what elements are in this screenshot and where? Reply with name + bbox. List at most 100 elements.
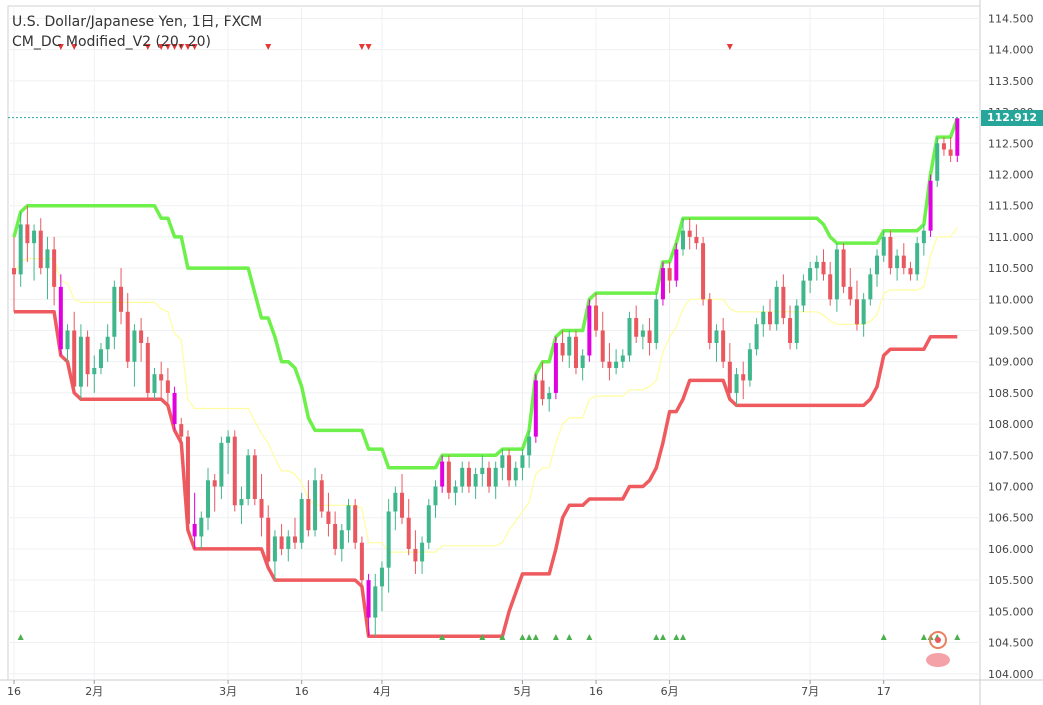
- candle-body: [105, 336, 110, 350]
- sell-signal-marker: [144, 44, 151, 50]
- candle-body: [721, 330, 726, 362]
- y-tick-label: 104.500: [988, 637, 1034, 650]
- sell-signal-marker: [365, 44, 372, 50]
- candle-body: [788, 318, 793, 343]
- candle-body: [587, 305, 592, 356]
- candle-body: [774, 286, 779, 325]
- x-tick-label: 2月: [85, 685, 103, 698]
- candle-body: [25, 224, 30, 244]
- series-upper-line: [12, 117, 959, 470]
- candle-body: [433, 486, 438, 506]
- y-tick-label: 106.000: [988, 543, 1034, 556]
- candle-body: [955, 118, 960, 156]
- candle-body: [172, 392, 177, 425]
- chart-title: U.S. Dollar/Japanese Yen, 1日, FXCM: [12, 14, 263, 30]
- candle-body: [453, 486, 458, 493]
- x-tick-label: 5月: [513, 685, 531, 698]
- y-tick-label: 114.000: [988, 44, 1034, 57]
- candle-body: [821, 261, 826, 275]
- candle-body: [98, 349, 103, 368]
- candle-body: [848, 286, 853, 300]
- candle-body: [252, 455, 257, 500]
- sell-signal-marker: [171, 44, 178, 50]
- buy-signal-marker: [566, 634, 573, 640]
- sell-signal-marker: [158, 44, 165, 50]
- candle-body: [152, 374, 157, 393]
- candle-body: [654, 299, 659, 343]
- candle-body: [674, 249, 679, 281]
- candle-body: [868, 274, 873, 300]
- candle-body: [908, 268, 913, 275]
- candle-body: [72, 330, 77, 387]
- y-tick-label: 109.000: [988, 356, 1034, 369]
- candle-body: [125, 311, 130, 362]
- candle-body: [219, 442, 224, 487]
- candle-body: [707, 299, 712, 343]
- candle-body: [353, 505, 358, 543]
- sell-signal-marker: [726, 44, 733, 50]
- candle-body: [426, 505, 431, 543]
- candle-body: [11, 268, 17, 275]
- candle-body: [486, 467, 492, 487]
- candle-body: [232, 436, 237, 506]
- candle-body: [901, 255, 906, 269]
- candle-body: [306, 499, 311, 531]
- sell-signal-marker: [178, 44, 185, 50]
- sell-signal-marker: [164, 44, 171, 50]
- candle-body: [400, 492, 405, 518]
- y-tick-label: 111.500: [988, 200, 1034, 213]
- brand-logo-icon: [926, 631, 950, 667]
- candle-body: [747, 349, 752, 381]
- candle-body: [413, 548, 418, 562]
- sell-signal-marker: [265, 44, 272, 50]
- candle-body: [480, 467, 485, 475]
- candle-body: [915, 243, 920, 275]
- candle-body: [667, 268, 672, 281]
- candle-body: [935, 143, 940, 181]
- candle-body: [580, 355, 585, 368]
- candle-body: [727, 361, 732, 393]
- candle-body: [112, 286, 117, 337]
- candle-body: [928, 180, 933, 231]
- y-tick-label: 109.500: [988, 325, 1034, 338]
- candle-body: [192, 523, 197, 537]
- candle-body: [333, 523, 338, 549]
- buy-signal-marker: [880, 634, 887, 640]
- candle-body: [132, 330, 137, 362]
- candle-body: [681, 230, 686, 250]
- candle-body: [159, 374, 164, 381]
- candle-body: [493, 467, 498, 487]
- candle-body: [507, 455, 512, 481]
- candle-body: [734, 374, 739, 393]
- candle-body: [533, 380, 538, 437]
- candle-body: [279, 536, 284, 549]
- candle-body: [139, 330, 144, 343]
- candle-body: [600, 330, 605, 362]
- candle-body: [145, 343, 150, 393]
- y-tick-label: 114.500: [988, 12, 1034, 25]
- candle-body: [888, 236, 893, 269]
- candle-body: [185, 436, 190, 524]
- x-tick-label: 16: [589, 685, 603, 698]
- buy-signal-marker: [659, 634, 666, 640]
- candle-body: [660, 268, 665, 300]
- y-tick-label: 107.500: [988, 449, 1034, 462]
- candle-body: [647, 330, 652, 343]
- candle-body: [272, 536, 277, 562]
- candle-body: [346, 505, 351, 531]
- candle-body: [406, 517, 411, 549]
- x-tick-label: 6月: [661, 685, 679, 698]
- candle-body: [299, 499, 304, 543]
- buy-signal-marker: [499, 634, 506, 640]
- buy-signal-marker: [479, 634, 486, 640]
- candle-body: [808, 268, 813, 281]
- x-tick-label: 7月: [801, 685, 819, 698]
- candle-body: [259, 499, 264, 518]
- candle-body: [326, 511, 331, 524]
- y-tick-label: 110.000: [988, 293, 1034, 306]
- sell-signal-marker: [71, 44, 78, 50]
- buy-signal-marker: [532, 634, 539, 640]
- candle-body: [359, 542, 364, 581]
- candle-body: [32, 230, 37, 244]
